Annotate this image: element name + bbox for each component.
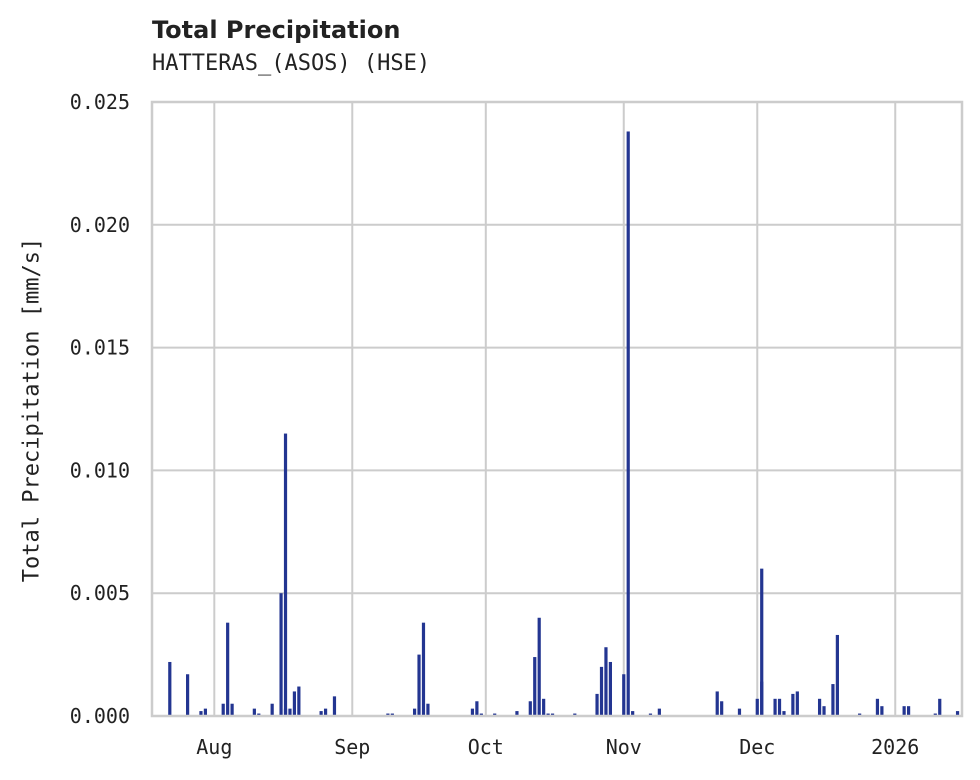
chart-title: Total Precipitation <box>152 16 401 44</box>
precipitation-bar <box>252 708 256 716</box>
x-tick-label: Oct <box>468 735 504 759</box>
x-tick-label: 2026 <box>871 735 919 759</box>
x-tick-label: Dec <box>739 735 775 759</box>
precipitation-bar <box>533 657 537 716</box>
precipitation-bar <box>755 698 759 716</box>
precipitation-bar <box>412 708 417 716</box>
precipitation-bar <box>782 711 786 716</box>
precipitation-bar <box>831 684 835 716</box>
precipitation-bar <box>604 647 608 716</box>
precipitation-bar <box>599 666 604 716</box>
x-tick-label: Aug <box>196 735 232 759</box>
precipitation-bars <box>168 131 960 717</box>
precipitation-bar <box>822 706 826 716</box>
precipitation-bar <box>221 703 225 716</box>
precipitation-bar <box>795 691 799 716</box>
precipitation-bar <box>777 698 782 716</box>
precipitation-bar <box>938 698 942 716</box>
precipitation-bar <box>226 622 230 716</box>
precipitation-bar <box>319 711 323 716</box>
precipitation-bar <box>626 131 630 717</box>
y-tick-label: 0.000 <box>70 704 130 728</box>
precipitation-bar <box>875 698 880 716</box>
precipitation-bar <box>230 703 234 716</box>
plot-frame <box>150 100 964 718</box>
precipitation-bar <box>906 706 911 716</box>
precipitation-bar <box>470 708 475 716</box>
precipitation-bar <box>528 701 532 716</box>
precipitation-bar <box>542 698 546 716</box>
precipitation-bar <box>288 708 292 716</box>
precipitation-bar <box>332 696 337 716</box>
precipitation-bar <box>715 691 719 716</box>
precipitation-bar <box>817 698 822 716</box>
precipitation-bar <box>720 701 724 716</box>
precipitation-bar <box>426 703 430 716</box>
precipitation-bar <box>622 674 626 716</box>
precipitation-bar <box>955 711 960 716</box>
precipitation-bar <box>835 634 839 716</box>
precipitation-bar <box>292 691 297 716</box>
precipitation-bar <box>279 593 283 716</box>
y-tick-label: 0.025 <box>70 90 130 114</box>
precipitation-bar <box>475 701 479 716</box>
gridlines <box>152 101 962 717</box>
y-axis-ticks: 0.000 0.005 0.010 0.015 0.020 0.025 <box>70 90 130 728</box>
precipitation-bar <box>631 711 635 716</box>
y-tick-label: 0.015 <box>70 336 130 360</box>
chart-subtitle: HATTERAS_(ASOS) (HSE) <box>152 51 431 76</box>
precipitation-bar <box>421 622 426 716</box>
precipitation-bar <box>657 708 661 716</box>
y-tick-label: 0.010 <box>70 458 130 482</box>
y-tick-label: 0.005 <box>70 581 130 605</box>
precipitation-bar <box>297 686 301 716</box>
x-tick-label: Sep <box>334 735 370 759</box>
precipitation-bar <box>537 617 541 716</box>
precipitation-bar <box>270 703 274 716</box>
precipitation-bar <box>515 711 519 716</box>
precipitation-bar <box>417 654 421 716</box>
precipitation-bar <box>168 661 172 716</box>
y-tick-label: 0.020 <box>70 213 130 237</box>
precipitation-bar <box>791 693 795 716</box>
precipitation-bar <box>199 711 203 716</box>
precipitation-bar <box>608 661 613 716</box>
precipitation-bar <box>595 693 599 716</box>
x-axis-ticks: Aug Sep Oct Nov Dec 2026 <box>196 735 919 759</box>
precipitation-bar <box>186 674 190 716</box>
x-tick-label: Nov <box>606 735 642 759</box>
precipitation-bar <box>323 708 328 716</box>
precipitation-bar <box>283 433 288 716</box>
precipitation-bar <box>737 708 742 716</box>
precipitation-bar <box>773 698 777 716</box>
precipitation-bar <box>902 706 906 716</box>
precipitation-bar <box>203 708 208 716</box>
precipitation-bar <box>880 706 884 716</box>
precipitation-bar <box>760 568 764 716</box>
